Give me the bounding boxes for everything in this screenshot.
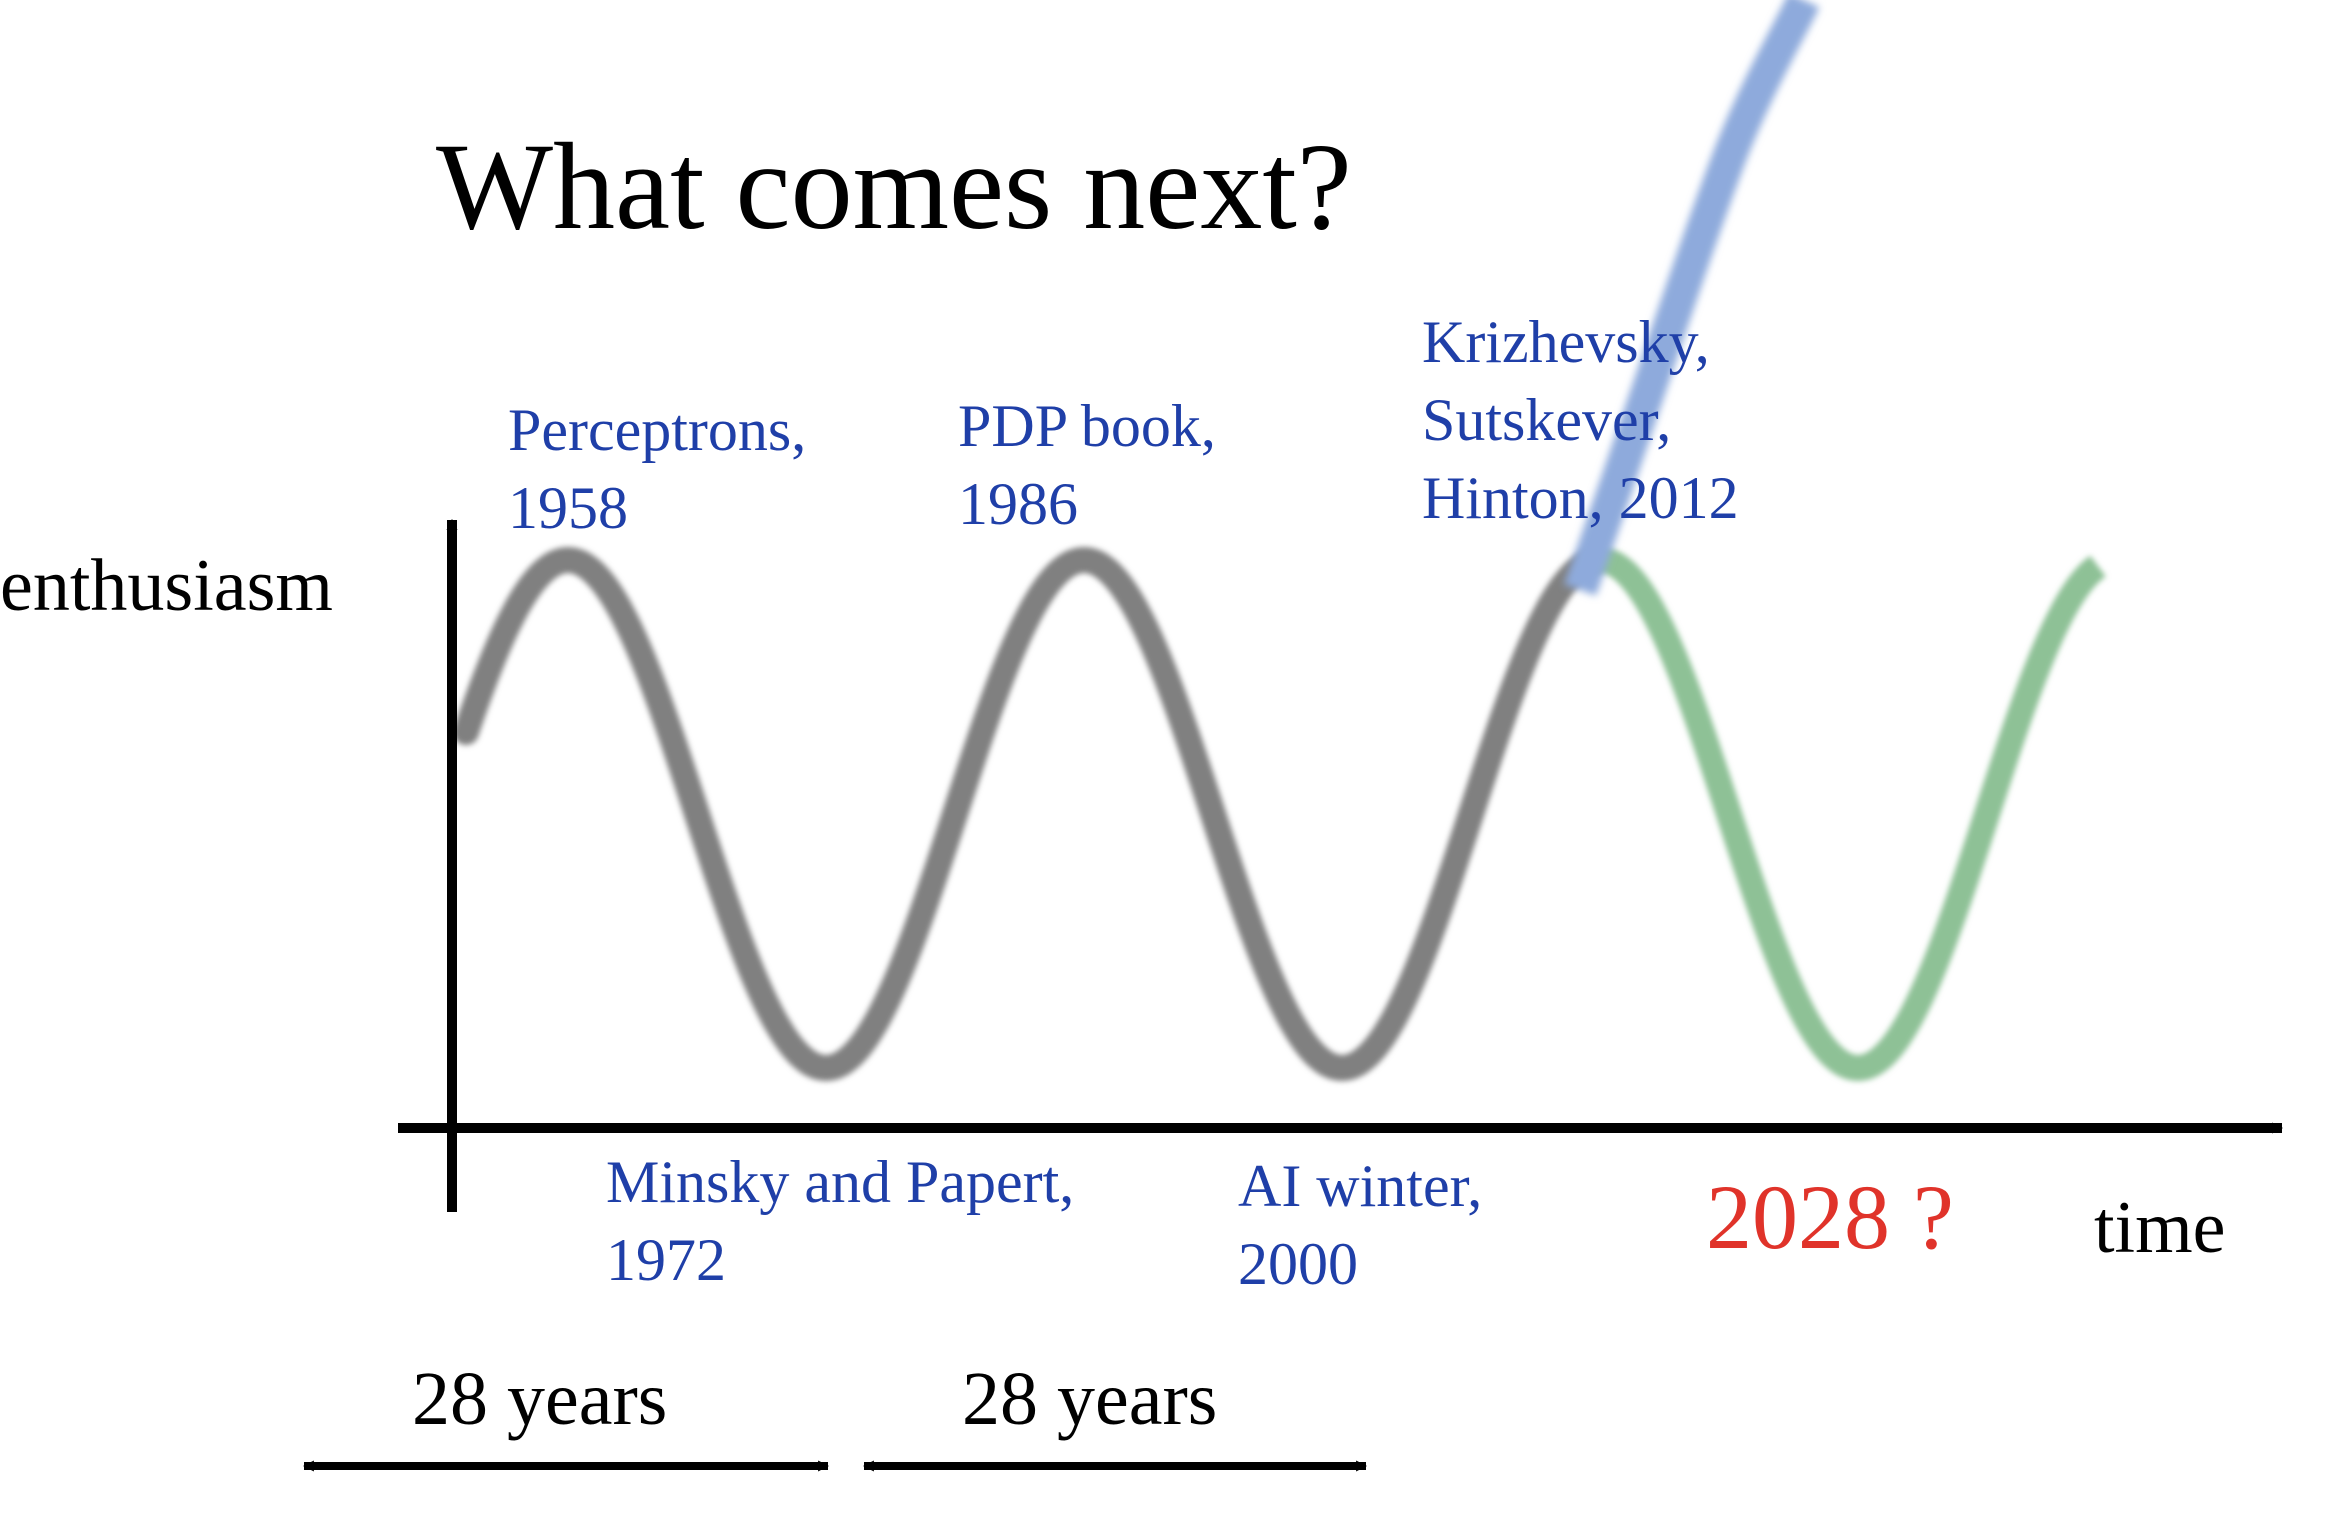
span-label: 28 years: [412, 1357, 667, 1441]
forecast-wave: [1581, 547, 2107, 1081]
annotation-line: 1986: [958, 471, 1078, 537]
annotation-ai-winter: AI winter, 2000: [1238, 1153, 1497, 1297]
annotation-line: Krizhevsky,: [1422, 309, 1710, 375]
annotation-line: AI winter,: [1238, 1153, 1482, 1219]
page-title: What comes next?: [436, 118, 1352, 255]
annotation-line: 1958: [508, 475, 628, 541]
annotation-line: PDP book,: [958, 393, 1216, 459]
forecast-label: 2028 ?: [1706, 1166, 1954, 1268]
y-axis-label: enthusiasm: [0, 545, 333, 627]
annotation-line: Hinton, 2012: [1422, 465, 1739, 531]
annotation-line: Sutskever,: [1422, 387, 1671, 453]
history-wave: [453, 547, 1603, 1081]
annotation-line: 1972: [606, 1227, 726, 1293]
annotation-line: Perceptrons,: [508, 397, 806, 463]
annotation-line: Minsky and Papert,: [606, 1149, 1074, 1215]
annotation-line: 2000: [1238, 1231, 1358, 1297]
annotation-krizhevsky: Krizhevsky, Sutskever, Hinton, 2012: [1422, 309, 1739, 531]
annotation-pdp-book: PDP book, 1986: [958, 393, 1231, 537]
x-axis-label: time: [2094, 1187, 2226, 1269]
forecast-rise-line: [1563, 0, 1820, 596]
annotation-minsky-papert: Minsky and Papert, 1972: [606, 1149, 1089, 1293]
annotation-perceptrons: Perceptrons, 1958: [508, 397, 821, 541]
span-label: 28 years: [962, 1357, 1217, 1441]
